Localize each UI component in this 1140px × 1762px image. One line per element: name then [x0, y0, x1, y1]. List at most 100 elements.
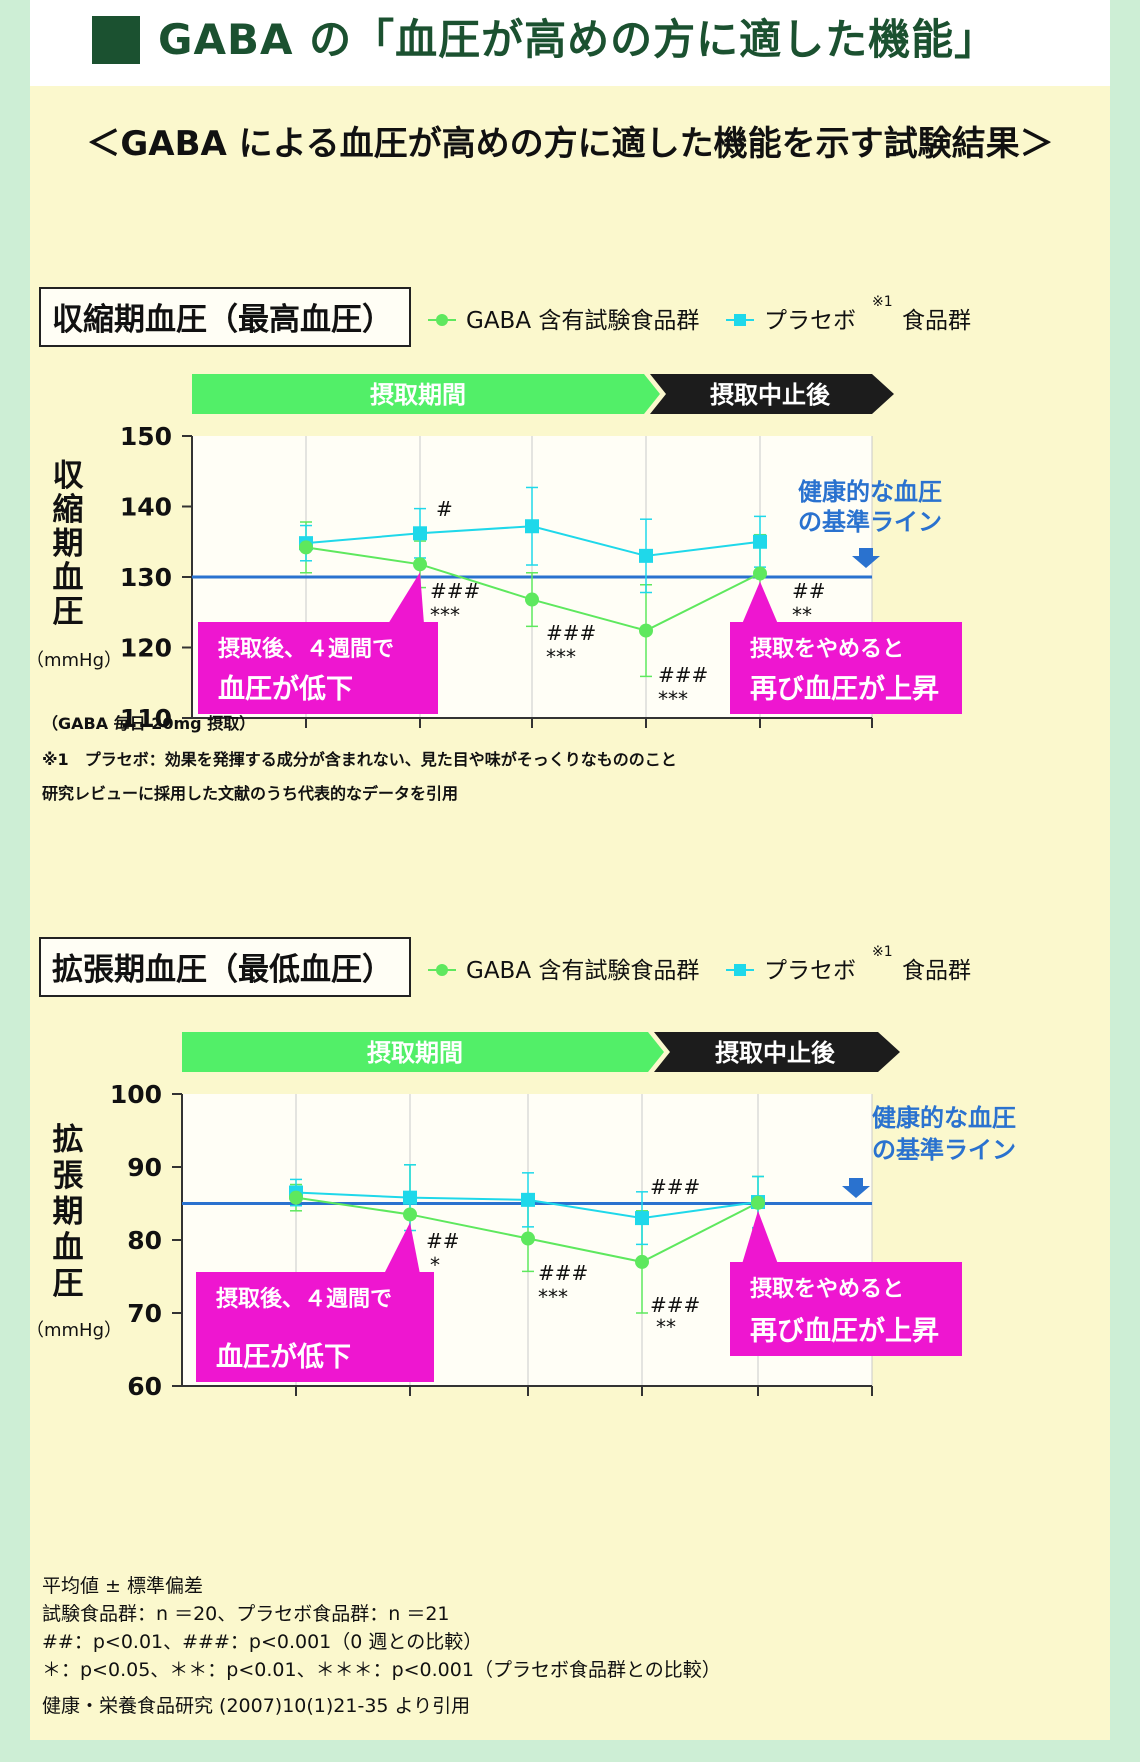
gaba-point — [753, 566, 767, 581]
reference-arrow-icon — [852, 548, 880, 568]
gaba-point — [751, 1195, 765, 1210]
y-axis-label-char: 期 — [53, 526, 84, 562]
callout-box — [730, 622, 962, 714]
gaba-point — [289, 1190, 303, 1205]
y-tick-label: 60 — [127, 1372, 162, 1401]
callout-pointer — [384, 1222, 420, 1274]
callout-line-2: 血圧が低下 — [216, 1341, 351, 1373]
gaba-point — [639, 623, 653, 638]
callout-line-1: 摂取をやめると — [750, 636, 904, 662]
y-axis-label-char: 圧 — [53, 594, 84, 630]
legend-placebo-marker — [734, 964, 746, 976]
y-axis-units: （mmHg） — [30, 650, 122, 671]
citation-review-note: 研究レビューに採用した文献のうち代表的なデータを引用 — [42, 784, 459, 803]
gaba-point — [525, 592, 539, 607]
footer-source: 健康・栄養食品研究 (2007)10(1)21-35 より引用 — [42, 1695, 471, 1717]
callout-pointer — [742, 1210, 778, 1264]
callout-line-2: 血圧が低下 — [218, 673, 353, 705]
chart-title: 拡張期血圧（最低血圧） — [52, 952, 393, 988]
significance-mark: ### — [546, 621, 596, 645]
y-axis-label-char: 血 — [53, 1230, 84, 1266]
legend-placebo-sup: ※1 — [872, 944, 893, 960]
reference-arrow-icon — [842, 1178, 870, 1198]
legend-gaba-marker — [436, 314, 448, 326]
chart-title-box — [39, 287, 411, 347]
significance-mark: * — [430, 1253, 440, 1277]
y-axis-label-char: 圧 — [53, 1266, 84, 1302]
y-tick-label: 150 — [120, 422, 172, 451]
significance-mark: ## — [792, 579, 826, 603]
callout-line-1: 摂取後、４週間で — [218, 636, 394, 662]
phase-after-arrow — [650, 374, 894, 414]
y-axis-label-char: 縮 — [53, 492, 84, 528]
footnote-placebo: ※1 プラセボ：効果を発揮する成分が含まれない、見た目や味がそっくりなもののこと — [42, 750, 677, 769]
significance-mark: ## — [426, 1229, 460, 1253]
placebo-point — [521, 1192, 535, 1207]
legend-gaba-marker — [436, 964, 448, 976]
placebo-point — [525, 519, 539, 534]
phase-after-arrow — [654, 1032, 900, 1072]
y-tick-label: 140 — [120, 493, 172, 522]
legend-placebo-sup: ※1 — [872, 294, 893, 310]
phase-after-label: 摂取中止後 — [715, 1039, 836, 1067]
placebo-point — [753, 534, 767, 549]
callout-box — [196, 1272, 434, 1382]
y-tick-label: 100 — [110, 1080, 162, 1109]
placebo-point — [403, 1190, 417, 1205]
placebo-point — [635, 1211, 649, 1226]
placebo-point — [639, 548, 653, 563]
callout-line-1: 摂取をやめると — [750, 1276, 904, 1302]
y-axis-label-char: 張 — [53, 1158, 84, 1194]
callout-line-2: 再び血圧が上昇 — [750, 1315, 939, 1347]
reference-label-2: の基準ライン — [872, 1136, 1016, 1164]
y-axis-label-char: 拡 — [53, 1122, 84, 1158]
legend-placebo-suffix: 食品群 — [902, 308, 971, 334]
callout-line-1: 摂取後、４週間で — [216, 1286, 392, 1312]
footer-sig-week0: ##：p<0.01、###：p<0.001（0 週との比較） — [42, 1631, 483, 1653]
legend-gaba-label: GABA 含有試験食品群 — [466, 308, 699, 334]
callout-box — [730, 1262, 962, 1356]
phase-intake-label: 摂取期間 — [370, 381, 466, 409]
significance-mark: # — [436, 497, 453, 521]
results-subtitle: ＜GABA による血圧が高めの方に適した機能を示す試験結果＞ — [86, 124, 1054, 164]
significance-mark: ### — [538, 1261, 588, 1285]
y-tick-label: 110 — [120, 704, 172, 733]
gaba-point — [413, 557, 427, 572]
dose-note: （GABA 毎日 20mg 摂取） — [42, 714, 256, 733]
significance-mark: ** — [792, 603, 812, 627]
gaba-point — [521, 1231, 535, 1246]
significance-mark: ** — [656, 1315, 676, 1339]
page-title: GABA の「血圧が高めの方に適した機能」 — [158, 15, 998, 64]
chart-title-box — [39, 937, 411, 997]
footer-mean-sd: 平均値 ± 標準偏差 — [42, 1575, 203, 1597]
y-axis-label-char: 血 — [53, 560, 84, 596]
significance-mark: ### — [658, 663, 708, 687]
significance-mark: ### — [430, 579, 480, 603]
chart-title: 収縮期血圧（最高血圧） — [52, 302, 393, 338]
y-tick-label: 80 — [127, 1226, 162, 1255]
phase-after-label: 摂取中止後 — [710, 381, 831, 409]
significance-mark: ### — [650, 1175, 700, 1199]
legend-placebo-label: プラセボ — [764, 958, 856, 984]
callout-pointer — [388, 572, 424, 624]
callout-box — [198, 622, 438, 714]
significance-mark: ### — [650, 1293, 700, 1317]
callout-pointer — [742, 581, 778, 624]
y-tick-label: 70 — [127, 1299, 162, 1328]
content-panel: ＜GABA による血圧が高めの方に適した機能を示す試験結果＞ 収縮期血圧（最高血… — [30, 86, 1110, 1740]
significance-mark: *** — [658, 687, 688, 711]
y-tick-label: 130 — [120, 563, 172, 592]
legend-placebo-marker — [734, 314, 746, 326]
footer-sample-size: 試験食品群：n ＝20、プラセボ食品群：n ＝21 — [42, 1603, 450, 1625]
y-axis-label-char: 収 — [53, 458, 84, 494]
significance-mark: *** — [538, 1285, 568, 1309]
significance-mark: *** — [546, 645, 576, 669]
y-axis-label-char: 期 — [53, 1194, 84, 1230]
gaba-point — [403, 1207, 417, 1222]
phase-intake-arrow — [192, 374, 660, 414]
legend-gaba-label: GABA 含有試験食品群 — [466, 958, 699, 984]
page-header: GABA の「血圧が高めの方に適した機能」 — [30, 0, 1110, 86]
reference-label-2: の基準ライン — [798, 508, 942, 536]
